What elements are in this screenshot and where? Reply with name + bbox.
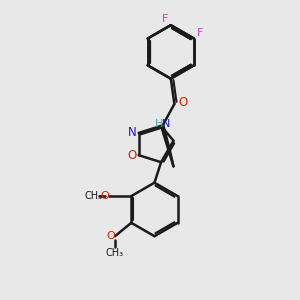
Text: O: O (100, 191, 109, 201)
Text: H: H (155, 119, 164, 129)
Text: CH₃: CH₃ (84, 191, 102, 201)
Text: N: N (128, 126, 136, 139)
Text: O: O (106, 231, 115, 241)
Text: N: N (162, 119, 170, 129)
Text: O: O (128, 149, 137, 162)
Text: CH₃: CH₃ (106, 248, 124, 258)
Text: O: O (178, 96, 187, 109)
Text: F: F (197, 28, 204, 38)
Text: F: F (162, 14, 169, 24)
